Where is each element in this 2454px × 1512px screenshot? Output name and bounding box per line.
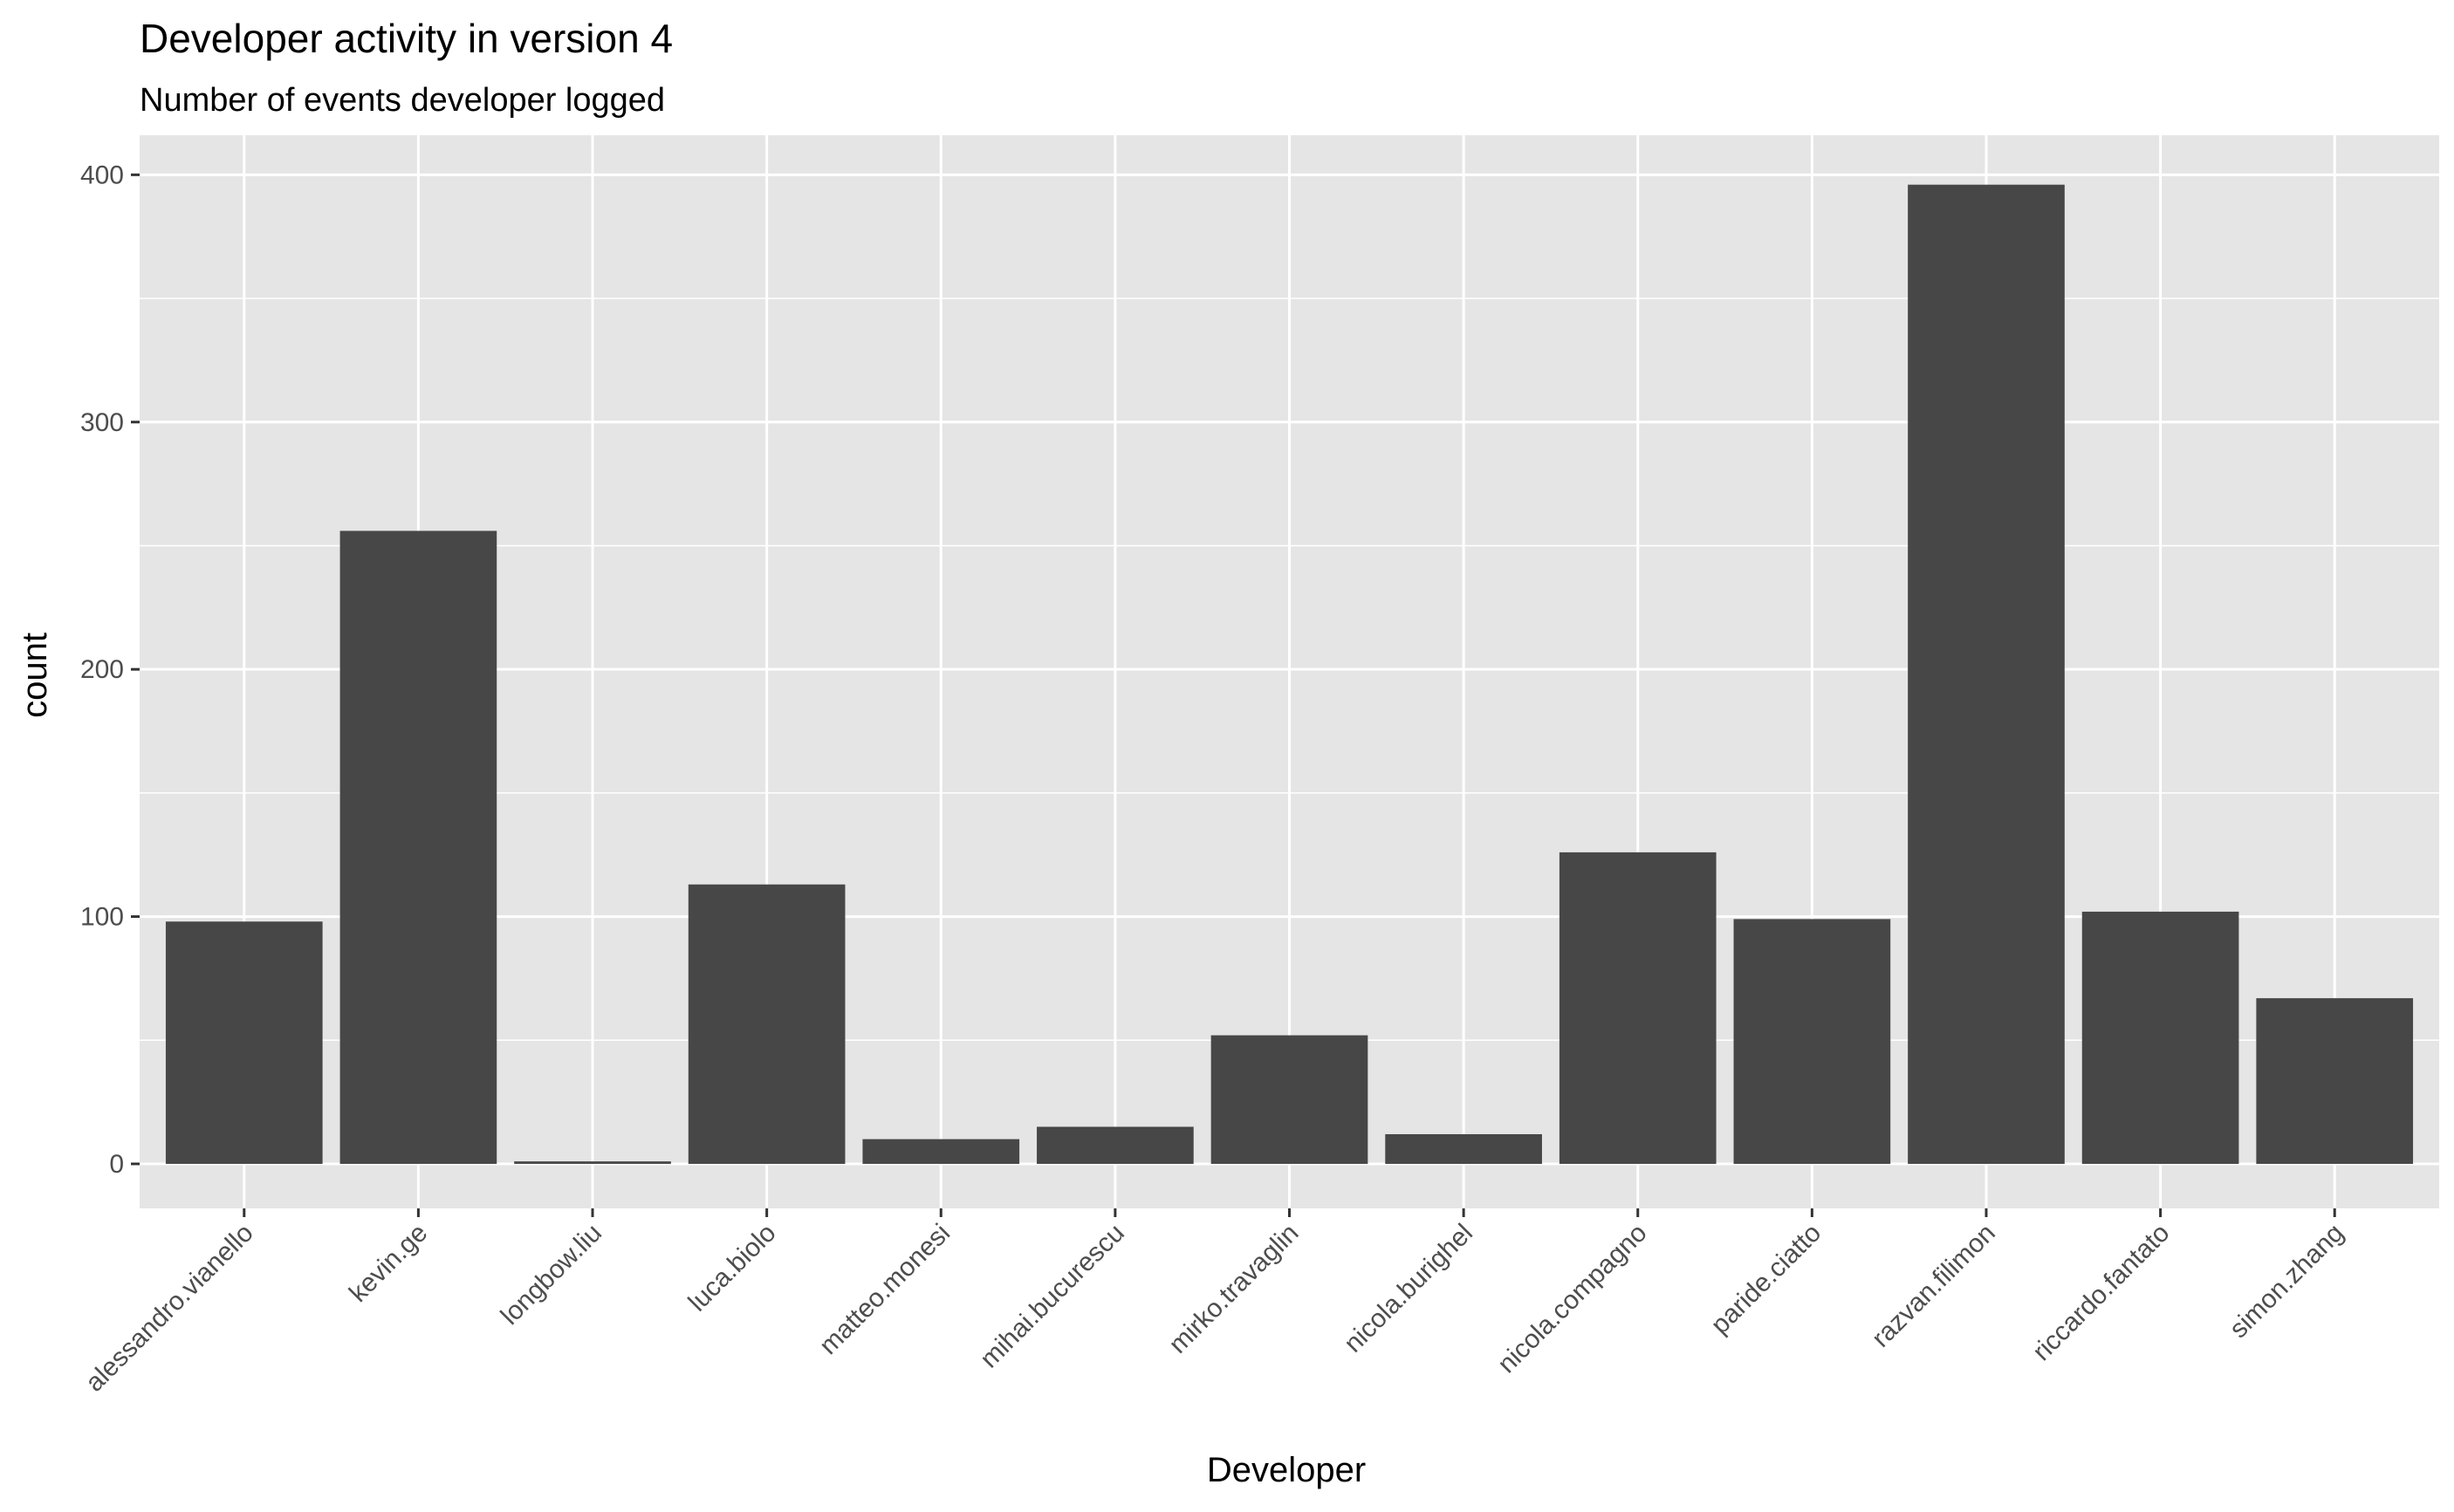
x-tick-label: longbow.liu [496, 1219, 607, 1331]
x-tick-label: kevin.ge [344, 1219, 433, 1308]
bar-riccardo-fantato [2081, 911, 2239, 1164]
x-tick-label: luca.biolo [683, 1219, 782, 1317]
bar-razvan-filimon [1908, 184, 2065, 1164]
x-tick-label: mihai.bucurescu [975, 1219, 1130, 1374]
x-tick-label: riccardo.fantato [2027, 1219, 2176, 1367]
x-tick-label: matteo.monesi [814, 1219, 956, 1360]
x-tick-label: paride.ciatto [1705, 1219, 1827, 1340]
bar-nicola-burighel [1385, 1133, 1542, 1164]
y-tick-label: 400 [80, 161, 124, 189]
x-tick-label: mirko.travaglin [1163, 1219, 1304, 1359]
x-tick-label: nicola.burighel [1339, 1219, 1478, 1358]
y-tick-label: 300 [80, 408, 124, 437]
bar-mirko-travaglin [1210, 1035, 1368, 1164]
y-tick-label: 0 [109, 1150, 124, 1179]
bar-kevin-ge [339, 530, 497, 1164]
bars [165, 184, 2414, 1164]
x-tick-label: nicola.compagno [1492, 1219, 1653, 1379]
x-axis-title: Developer [1207, 1451, 1366, 1489]
bar-matteo-monesi [862, 1139, 1020, 1164]
bar-alessandro-vianello [165, 921, 323, 1164]
x-tick-label: razvan.filimon [1867, 1219, 2001, 1353]
y-tick-label: 100 [80, 903, 124, 932]
y-tick-label: 200 [80, 655, 124, 684]
x-tick-label: alessandro.vianello [80, 1219, 259, 1398]
chart-title: Developer activity in version 4 [140, 16, 673, 61]
chart-subtitle: Number of events developer logged [140, 82, 665, 119]
bar-nicola-compagno [1559, 852, 1717, 1164]
bar-mihai-bucurescu [1037, 1126, 1194, 1164]
y-axis-title: count [16, 633, 54, 718]
bar-simon-zhang [2256, 998, 2414, 1164]
x-tick-label: simon.zhang [2224, 1219, 2350, 1344]
bar-luca-biolo [688, 884, 846, 1164]
bar-paride-ciatto [1733, 919, 1891, 1164]
bar-longbow-liu [514, 1161, 671, 1164]
